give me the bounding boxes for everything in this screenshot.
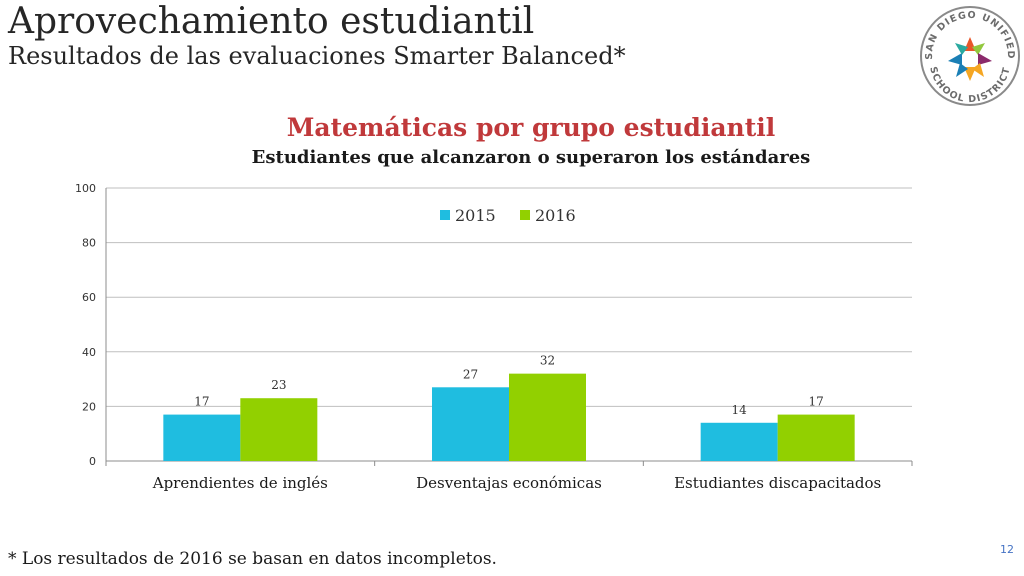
chart-subtitle: Estudiantes que alcanzaron o superaron l… bbox=[251, 147, 811, 168]
x-tick-label: Estudiantes discapacitados bbox=[674, 474, 881, 492]
data-label: 32 bbox=[540, 354, 555, 368]
data-label: 27 bbox=[463, 367, 478, 381]
chart-title: Matemáticas por grupo estudiantil bbox=[286, 113, 776, 142]
bar bbox=[432, 387, 509, 461]
bar bbox=[509, 373, 586, 461]
legend-swatch bbox=[440, 210, 450, 220]
legend-label: 2016 bbox=[535, 206, 576, 225]
x-tick-label: Desventajas económicas bbox=[416, 474, 602, 492]
data-label: 17 bbox=[194, 395, 209, 409]
bar bbox=[700, 422, 778, 461]
bar bbox=[777, 414, 855, 461]
y-tick-label: 80 bbox=[82, 237, 96, 250]
district-logo: SAN DIEGO UNIFIED SCHOOL DISTRICT bbox=[920, 6, 1020, 106]
data-label: 17 bbox=[809, 395, 824, 409]
y-tick-label: 0 bbox=[89, 455, 96, 468]
slide-title: Aprovechamiento estudiantil bbox=[8, 1, 535, 42]
x-tick-label: Aprendientes de inglés bbox=[152, 474, 328, 492]
slide-title-block: Aprovechamiento estudiantil Resultados d… bbox=[8, 1, 626, 70]
bar bbox=[240, 398, 318, 461]
legend-swatch bbox=[520, 210, 530, 220]
page-number: 12 bbox=[1000, 543, 1014, 556]
y-tick-label: 60 bbox=[82, 291, 96, 304]
footnote: * Los resultados de 2016 se basan en dat… bbox=[8, 549, 497, 569]
legend-label: 2015 bbox=[455, 206, 496, 225]
bar bbox=[163, 414, 241, 461]
star-logo-icon bbox=[948, 37, 992, 81]
data-label: 23 bbox=[271, 378, 286, 392]
y-tick-label: 100 bbox=[75, 182, 96, 195]
y-tick-label: 20 bbox=[82, 400, 96, 413]
y-tick-label: 40 bbox=[82, 346, 96, 359]
data-label: 14 bbox=[732, 403, 748, 417]
slide-subtitle: Resultados de las evaluaciones Smarter B… bbox=[8, 42, 626, 70]
